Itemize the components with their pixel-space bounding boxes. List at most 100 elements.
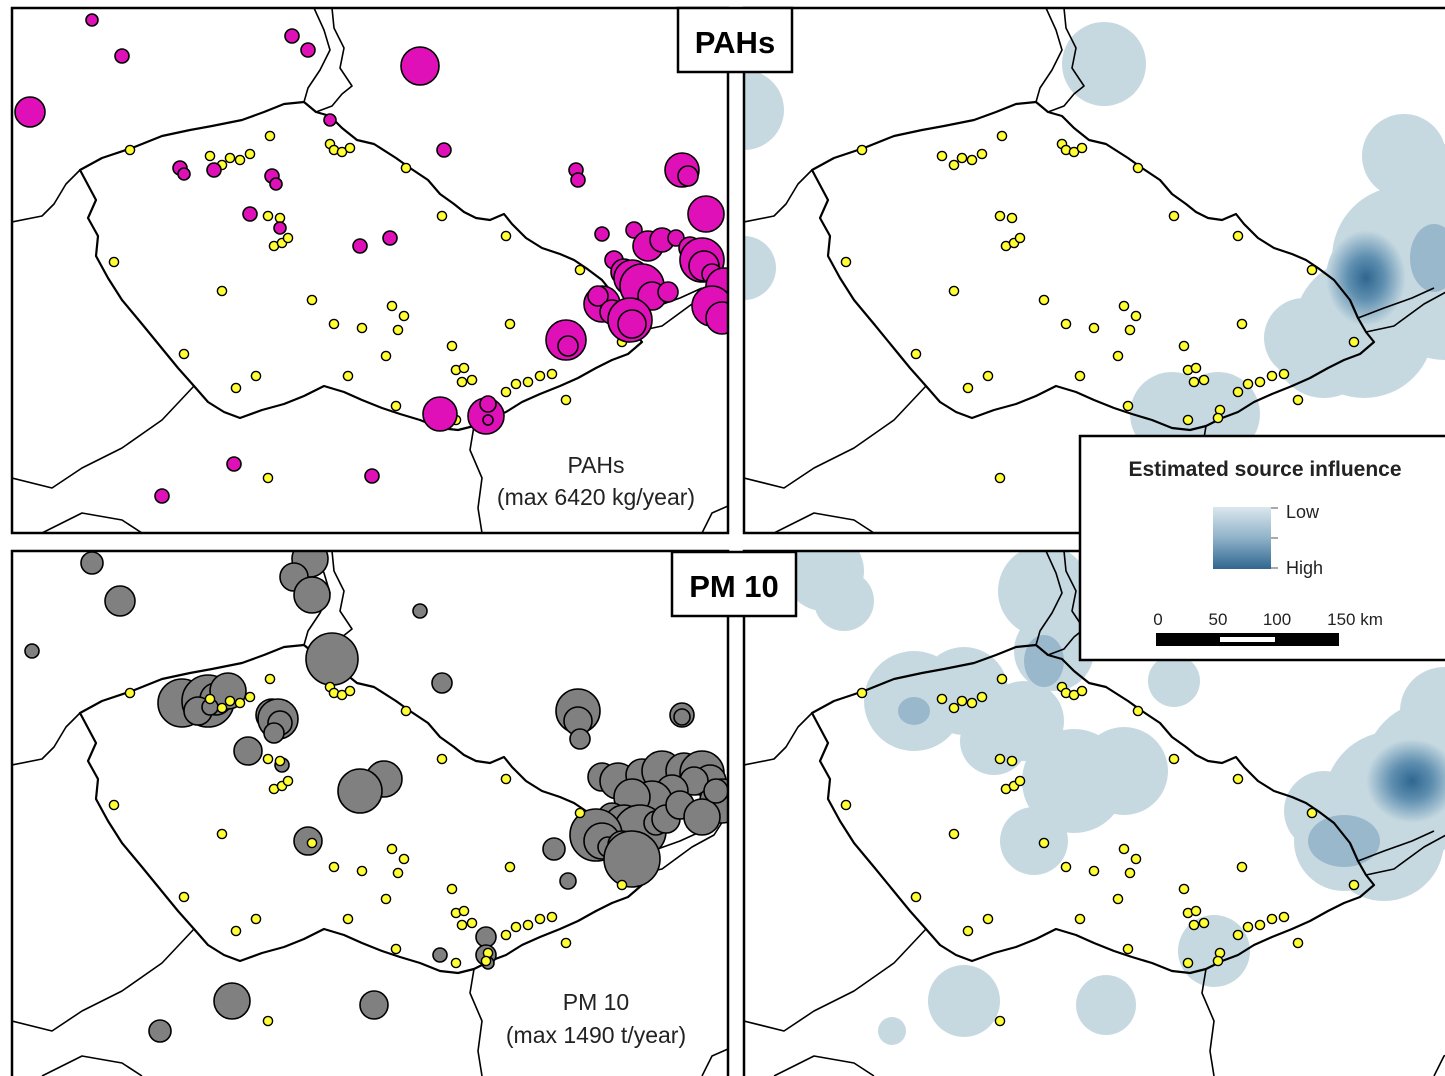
monitoring-station-marker [1266,913,1278,925]
emission-source-marker [284,28,300,44]
emission-source-marker [603,830,661,888]
influence-area [1410,224,1445,292]
emission-source-marker [657,281,679,303]
influence-area [1274,298,1374,398]
monitoring-station-marker [948,828,960,840]
monitoring-station-marker [456,919,468,931]
monitoring-station-marker [966,697,978,709]
emission-source-marker [570,172,586,188]
monitoring-station-marker [400,705,412,717]
monitoring-station-marker [982,913,994,925]
scale-tick-50: 50 [1209,610,1228,629]
monitoring-station-marker [450,957,462,969]
monitoring-station-marker [1112,893,1124,905]
country-border [744,385,927,489]
monitoring-station-marker [840,799,852,811]
monitoring-station-marker [342,913,354,925]
pm10-title: PM 10 [689,569,779,604]
monitoring-station-marker [856,144,868,156]
emission-source-marker [305,632,359,686]
monitoring-station-marker [1212,955,1224,967]
monitoring-station-marker [840,256,852,268]
monitoring-station-marker [1190,362,1202,374]
emission-source-marker [705,301,728,335]
monitoring-station-marker [1348,879,1360,891]
country-border [12,385,195,489]
monitoring-station-marker [574,264,586,276]
monitoring-station-marker [436,753,448,765]
monitoring-station-marker [522,919,534,931]
monitoring-station-marker [282,232,294,244]
influence-hotspot [1326,230,1406,326]
influence-area [898,697,930,725]
emission-source-marker [177,167,191,181]
monitoring-station-marker [264,130,276,142]
monitoring-station-marker [510,921,522,933]
country-border [469,968,483,1076]
monitoring-station-marker [994,1015,1006,1027]
monitoring-station-marker [262,210,274,222]
monitoring-station-marker [390,400,402,412]
monitoring-station-marker [456,376,468,388]
monitoring-station-marker [1190,905,1202,917]
emission-source-marker [233,736,263,766]
monitoring-station-marker [546,368,558,380]
pahs-emission-map [12,8,728,533]
pahs-title: PAHs [695,25,775,60]
emission-source-marker [482,414,494,426]
monitoring-station-marker [216,828,228,840]
monitoring-station-marker [398,310,410,322]
monitoring-station-marker [390,943,402,955]
country-border [1357,287,1435,319]
monitoring-station-marker [910,348,922,360]
legend-title: Estimated source influence [1128,458,1401,481]
monitoring-station-marker [466,917,478,929]
pm10-title-box: PM 10 [670,550,798,618]
emission-source-marker [683,798,721,836]
influence-area [878,1017,906,1045]
monitoring-station-marker [948,702,960,714]
monitoring-station-marker [1014,232,1026,244]
emission-source-marker [382,230,398,246]
country-border [701,1048,728,1076]
emission-source-marker [673,708,691,726]
monitoring-station-marker [230,925,242,937]
emission-source-marker [422,396,458,432]
monitoring-station-marker [380,350,392,362]
monitoring-station-marker [956,152,968,164]
monitoring-station-marker [1182,957,1194,969]
monitoring-station-marker [1132,705,1144,717]
emission-source-marker [569,728,591,750]
monitoring-station-marker [234,154,246,166]
monitoring-station-marker [1198,917,1210,929]
legend-high-label: High [1286,558,1323,578]
monitoring-station-marker [1236,318,1248,330]
country-border [1365,291,1445,333]
country-border [773,512,875,533]
monitoring-station-marker [574,807,586,819]
monitoring-station-marker [1074,913,1086,925]
monitoring-station-marker [500,773,512,785]
monitoring-station-marker [948,159,960,171]
influence-area [1148,655,1200,707]
monitoring-station-marker [1124,867,1136,879]
monitoring-station-marker [996,130,1008,142]
monitoring-station-marker [282,775,294,787]
emission-source-marker [677,165,699,187]
monitoring-station-marker [124,687,136,699]
monitoring-station-marker [230,382,242,394]
monitoring-station-marker [1178,883,1190,895]
influence-area [1178,915,1250,987]
panel-frame-top-left [10,6,730,535]
monitoring-station-marker [1292,937,1304,949]
country-border [1047,551,1085,656]
emission-source-marker [104,585,136,617]
monitoring-station-marker [250,913,262,925]
emission-source-marker [359,990,389,1020]
monitoring-station-marker [224,152,236,164]
influence-hotspot [1366,739,1445,823]
country-border [744,928,927,1032]
monitoring-station-marker [244,691,256,703]
monitoring-station-marker [1122,400,1134,412]
monitoring-station-marker [1232,929,1244,941]
